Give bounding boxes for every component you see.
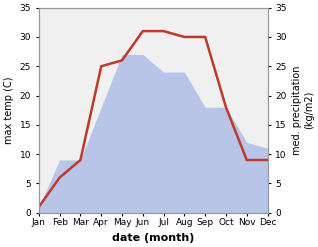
Y-axis label: max temp (C): max temp (C)	[4, 76, 14, 144]
Y-axis label: med. precipitation
(kg/m2): med. precipitation (kg/m2)	[292, 65, 314, 155]
X-axis label: date (month): date (month)	[112, 233, 194, 243]
